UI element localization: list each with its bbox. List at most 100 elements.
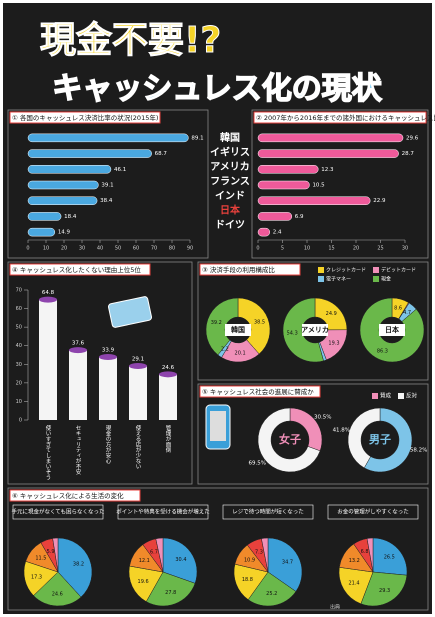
slice-value: 26.5 (384, 555, 395, 561)
x-tick-label: 20 (61, 246, 67, 252)
slice-value: 19.3 (328, 340, 339, 346)
slice-value: 58.2% (410, 448, 427, 454)
slice-value: 2.2 (221, 346, 229, 352)
bar-value: 14.9 (58, 230, 71, 236)
x-tick-label: 10 (43, 246, 49, 252)
slice (128, 565, 164, 602)
slice-value: 13.2 (349, 558, 360, 564)
bar (257, 180, 310, 190)
slice (257, 407, 321, 473)
donut-name: 女子 (279, 432, 301, 446)
bar (27, 149, 152, 158)
slice (261, 537, 269, 573)
y-tick-label: 40 (16, 343, 22, 349)
section-box (7, 487, 429, 611)
y-tick-label: 60 (16, 306, 22, 312)
legend-swatch (398, 393, 404, 399)
slice-value: 69.5% (249, 461, 266, 467)
slice-value: 10.9 (244, 558, 255, 564)
section-heading-box (9, 111, 161, 124)
slice-value: 30.4 (175, 557, 186, 563)
bar-value: 22.9 (373, 198, 386, 204)
slice-value: 24.6 (52, 591, 63, 597)
x-tick-label: 40 (97, 246, 103, 252)
bar (27, 165, 112, 174)
bar-value: 12.3 (321, 167, 334, 173)
bar-value: 24.6 (162, 365, 175, 371)
bar-value: 89.1 (191, 135, 203, 141)
reason-label: セキュリティが不安 (75, 425, 82, 476)
slice-value: 38.5 (254, 319, 265, 325)
bar-value: 2.4 (273, 230, 282, 236)
section-box (7, 109, 209, 259)
slice (360, 571, 408, 607)
legend-swatch (318, 267, 324, 273)
reason-label: 使える店が少ない (135, 424, 142, 470)
slice (233, 563, 269, 600)
bar-value: 10.5 (312, 183, 325, 189)
caption-box (12, 504, 104, 520)
subtitle: キャッシュレス化の現状 (52, 72, 382, 107)
donut-name: 日本 (385, 325, 399, 334)
bar (27, 212, 62, 221)
bar-value: 68.7 (155, 151, 168, 157)
caption-box (327, 504, 419, 520)
bar-value: 38.4 (100, 198, 113, 204)
slice-value: 20.1 (235, 350, 246, 356)
reason-label: 管理が面倒 (165, 424, 172, 454)
slice (363, 407, 413, 473)
section-heading-box (253, 111, 427, 124)
x-tick-label: 25 (377, 246, 383, 252)
section-heading: ⑥ キャッシュレス化による生活の変化 (12, 491, 124, 500)
x-tick-label: 50 (115, 246, 121, 252)
cylinder-top (39, 296, 57, 303)
slice (52, 537, 59, 573)
cylinder (99, 357, 117, 420)
slice-value: 11.5 (35, 556, 46, 562)
section-heading-box (9, 263, 151, 276)
card-illustration (108, 296, 152, 328)
cylinder-top (129, 362, 147, 369)
cylinder-top (69, 347, 87, 354)
center-label-box (379, 324, 405, 336)
x-tick-label: 60 (133, 246, 139, 252)
slice (33, 571, 82, 607)
bar (27, 227, 56, 237)
slice-value: 5.9 (47, 549, 55, 555)
bar-value: 28.7 (402, 151, 415, 157)
bar (257, 133, 404, 143)
slice-value: 6.7 (150, 549, 158, 555)
section-box (251, 109, 429, 259)
cylinder (69, 350, 87, 420)
section-heading: ① 各国のキャッシュレス決済比率の状況(2015年) (12, 113, 158, 122)
pie-caption: 手元に現金がなくても困らなくなった (11, 508, 104, 516)
slice (366, 537, 374, 573)
slice-value: 21.4 (348, 581, 359, 587)
x-tick-label: 0 (26, 246, 29, 252)
slice-value: 27.8 (165, 590, 176, 596)
slice (155, 537, 164, 573)
x-tick-label: 10 (304, 246, 310, 252)
bar-value: 18.4 (64, 214, 77, 220)
x-tick-label: 0 (256, 246, 259, 252)
slice-value: 29.3 (379, 588, 390, 594)
donut-name: 男子 (369, 433, 391, 446)
bar (257, 196, 371, 205)
legend-swatch (372, 393, 378, 399)
country-label: アメリカ (210, 161, 250, 173)
x-tick-label: 90 (187, 246, 193, 252)
section-heading: ⑤ キャッシュレス社会の進展に賛成か (202, 387, 314, 396)
slice (267, 537, 303, 592)
slice (162, 537, 198, 584)
caption-box (117, 504, 209, 520)
bar-value: 37.6 (72, 341, 85, 347)
x-tick-label: 20 (353, 246, 359, 252)
bar (27, 180, 99, 190)
reason-label: 使いすぎてしまいそう (45, 424, 52, 481)
slice (247, 571, 297, 607)
section-box (197, 261, 429, 381)
bar-value: 29.1 (132, 356, 144, 362)
slice-value: 24.9 (326, 311, 337, 317)
x-tick-label: 5 (281, 246, 284, 252)
